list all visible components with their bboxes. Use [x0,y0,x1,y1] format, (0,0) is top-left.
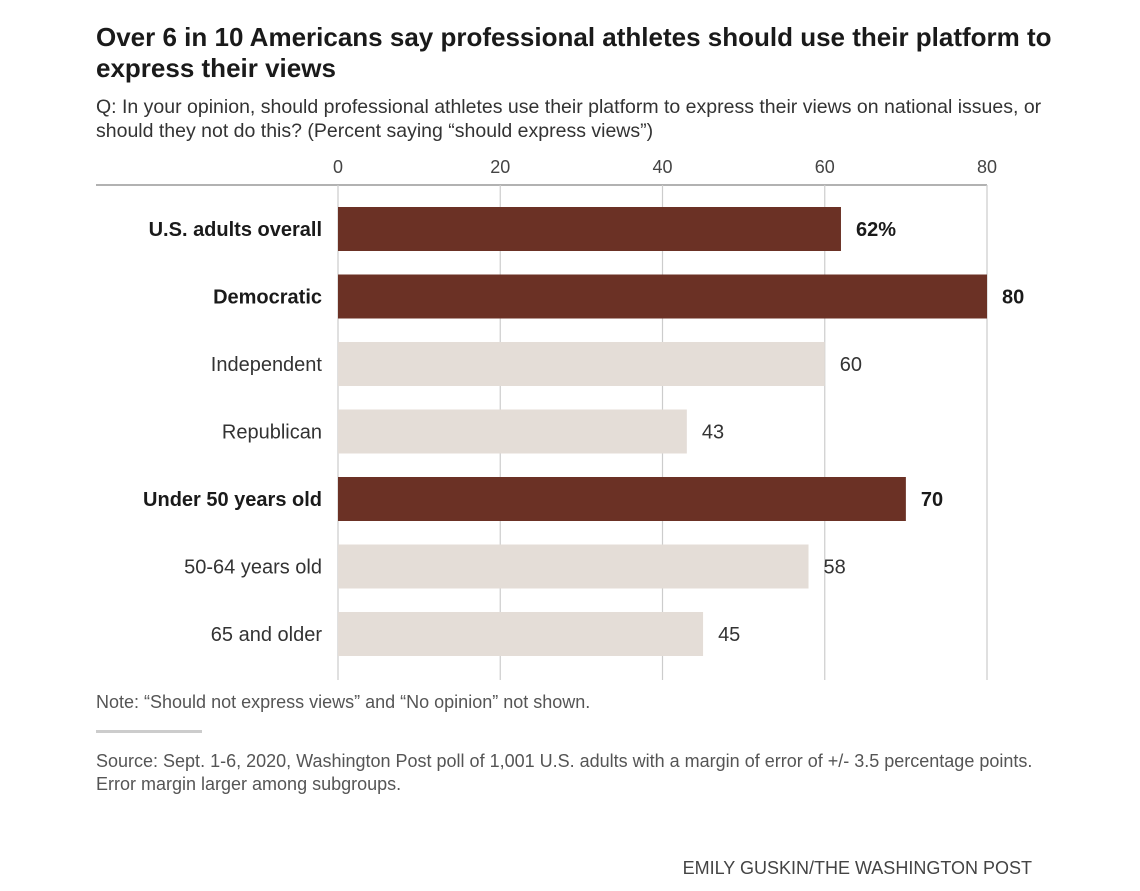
category-label: 65 and older [211,624,323,646]
chart-source: Source: Sept. 1-6, 2020, Washington Post… [96,751,1033,794]
category-label: Democratic [213,287,322,309]
category-label: 50-64 years old [184,557,322,579]
bar [338,477,906,521]
data-label: 58 [824,557,846,579]
category-label: Republican [222,422,322,444]
bar [338,207,841,251]
category-label: U.S. adults overall [149,219,322,241]
chart-title: Over 6 in 10 Americans say professional … [96,22,1052,83]
data-label: 80 [1002,287,1024,309]
category-label: Independent [211,354,323,376]
bar [338,409,687,454]
chart-subtitle: Q: In your opinion, should professional … [96,96,1042,142]
chart-credit: EMILY GUSKIN/THE WASHINGTON POST [682,858,1032,878]
data-label: 60 [840,354,862,376]
data-label: 43 [702,422,724,444]
data-label: 62% [856,219,896,241]
tick-label: 20 [490,157,510,177]
bar [338,274,987,319]
bar [338,544,809,589]
data-label: 45 [718,624,740,646]
bar [338,342,825,386]
data-label: 70 [921,489,943,511]
tick-label: 40 [652,157,672,177]
bar [338,612,704,656]
tick-label: 60 [815,157,835,177]
tick-label: 80 [977,157,997,177]
divider [96,730,202,733]
category-label: Under 50 years old [143,489,322,511]
chart-note: Note: “Should not express views” and “No… [96,692,591,712]
tick-label: 0 [333,157,343,177]
